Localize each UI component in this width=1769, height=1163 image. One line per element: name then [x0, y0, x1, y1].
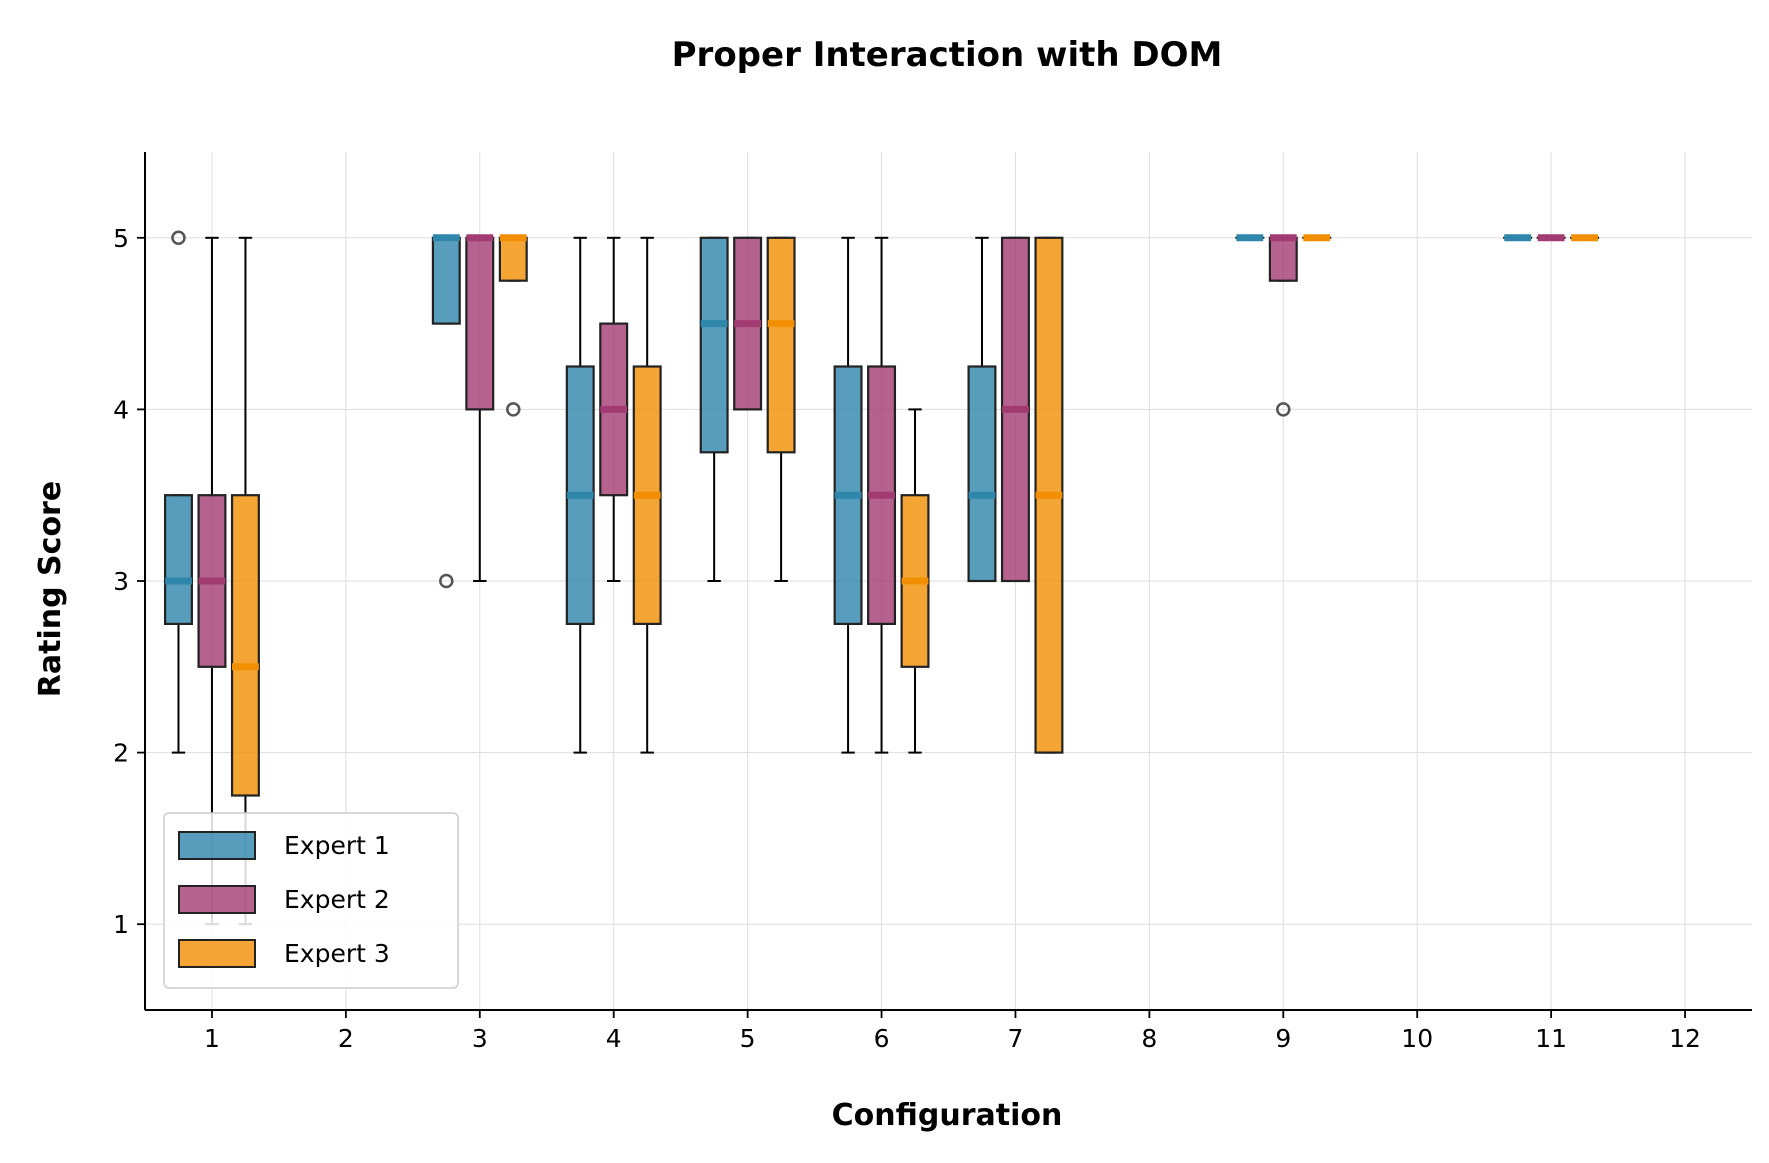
legend-swatch [178, 885, 256, 914]
x-tick-label: 4 [606, 1024, 622, 1053]
box [498, 236, 528, 282]
x-tick-label: 2 [338, 1024, 354, 1053]
x-tick-label: 7 [1008, 1024, 1024, 1053]
box [431, 236, 461, 325]
fliers [171, 230, 1291, 589]
y-axis-label: Rating Score [33, 481, 68, 697]
x-tick-label: 12 [1669, 1024, 1701, 1053]
box [967, 365, 997, 583]
box [230, 494, 260, 797]
flier-point [1276, 402, 1291, 417]
y-tick-label: 1 [113, 910, 129, 939]
flier-point [171, 230, 186, 246]
x-tick-label: 5 [740, 1024, 756, 1053]
box [1268, 236, 1298, 282]
legend-swatch [178, 939, 256, 968]
x-tick-label: 8 [1141, 1024, 1157, 1053]
x-tick-label: 3 [472, 1024, 488, 1053]
y-tick-label: 3 [113, 567, 129, 596]
x-tick-label: 9 [1275, 1024, 1291, 1053]
legend-label: Expert 3 [284, 939, 390, 968]
x-tick-label: 6 [874, 1024, 890, 1053]
box [465, 236, 495, 411]
x-tick-label: 1 [204, 1024, 220, 1053]
legend: Expert 1 Expert 2 Expert 3 [163, 812, 459, 989]
x-axis-ticks: 1 2 3 4 5 6 7 8 9 10 11 12 [204, 1010, 1701, 1053]
y-tick-label: 2 [113, 739, 129, 768]
box [163, 494, 193, 626]
y-axis-ticks: 1 2 3 4 5 [113, 224, 145, 939]
flier-point [506, 402, 521, 417]
medians [165, 234, 1598, 671]
legend-label: Expert 2 [284, 885, 390, 914]
y-tick-label: 5 [113, 224, 129, 253]
box [699, 236, 729, 454]
box [766, 236, 796, 454]
x-axis-label: Configuration [832, 1098, 1063, 1133]
flier-point [439, 573, 454, 589]
x-tick-label: 11 [1535, 1024, 1567, 1053]
x-tick-label: 10 [1401, 1024, 1433, 1053]
legend-label: Expert 1 [284, 831, 390, 860]
y-tick-label: 4 [113, 395, 129, 424]
legend-swatch [178, 831, 256, 860]
chart-title: Proper Interaction with DOM [672, 35, 1223, 75]
